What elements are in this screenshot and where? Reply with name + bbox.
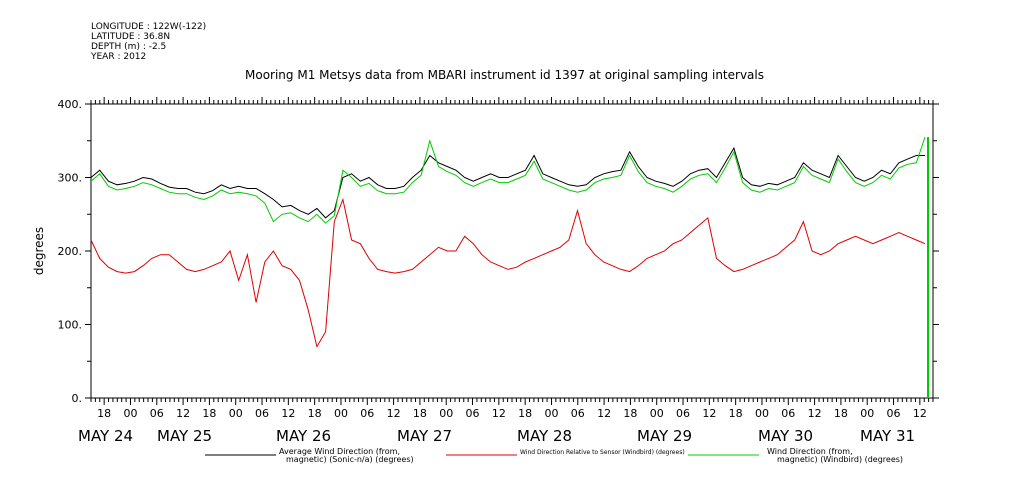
x-tick-label: 12 bbox=[492, 407, 506, 420]
legend-label-3: magnetic) (Windbird) (degrees) bbox=[777, 455, 903, 464]
legend-label-2: Wind Direction Relative to Sensor (Windb… bbox=[520, 449, 685, 456]
x-tick-label: 00 bbox=[755, 407, 769, 420]
metadata-block: LONGITUDE : 122W(-122) LATITUDE : 36.8N … bbox=[91, 22, 206, 62]
depth-label: DEPTH (m) : -2.5 bbox=[91, 42, 167, 52]
chart-title: Mooring M1 Metsys data from MBARI instru… bbox=[245, 68, 764, 82]
x-tick-label: 00 bbox=[650, 407, 664, 420]
x-date-label: MAY 26 bbox=[276, 427, 331, 445]
x-tick-label: 18 bbox=[834, 407, 848, 420]
x-date-label: MAY 30 bbox=[758, 427, 813, 445]
x-tick-label: 18 bbox=[729, 407, 743, 420]
x-tick-label: 06 bbox=[676, 407, 690, 420]
x-tick-label: 06 bbox=[360, 407, 374, 420]
series-line-3 bbox=[90, 136, 926, 224]
x-tick-label: 18 bbox=[623, 407, 637, 420]
x-date-label: MAY 29 bbox=[637, 427, 692, 445]
y-tick-label: 0. bbox=[72, 392, 83, 405]
x-tick-label: 12 bbox=[702, 407, 716, 420]
x-tick-label: 00 bbox=[334, 407, 348, 420]
y-axis-label: degrees bbox=[32, 227, 46, 275]
legend-label-1: magnetic) (Sonic-n/a) (degrees) bbox=[286, 455, 414, 464]
x-tick-label: 06 bbox=[571, 407, 585, 420]
x-tick-label: 12 bbox=[281, 407, 295, 420]
y-tick-label: 300. bbox=[58, 172, 83, 185]
x-tick-label: 00 bbox=[229, 407, 243, 420]
x-date-label: MAY 28 bbox=[517, 427, 572, 445]
y-tick-label: 400. bbox=[58, 98, 83, 111]
x-date-label: MAY 25 bbox=[157, 427, 212, 445]
x-tick-label: 00 bbox=[544, 407, 558, 420]
x-tick-label: 18 bbox=[518, 407, 532, 420]
x-tick-label: 12 bbox=[387, 407, 401, 420]
x-tick-label: 06 bbox=[255, 407, 269, 420]
x-tick-label: 18 bbox=[308, 407, 322, 420]
x-tick-label: 12 bbox=[913, 407, 927, 420]
x-tick-label: 06 bbox=[466, 407, 480, 420]
x-tick-label: 12 bbox=[808, 407, 822, 420]
series-line-2 bbox=[90, 197, 926, 348]
y-tick-label: 100. bbox=[58, 319, 83, 332]
x-tick-label: 06 bbox=[150, 407, 164, 420]
x-tick-label: 18 bbox=[97, 407, 111, 420]
x-tick-label: 00 bbox=[439, 407, 453, 420]
legend-label-1: Average Wind Direction (from, bbox=[279, 447, 400, 456]
series-line-1 bbox=[90, 146, 925, 219]
x-tick-label: 18 bbox=[413, 407, 427, 420]
x-date-label: MAY 24 bbox=[78, 427, 133, 445]
x-tick-label: 00 bbox=[860, 407, 874, 420]
x-date-label: MAY 27 bbox=[397, 427, 452, 445]
x-tick-label: 06 bbox=[887, 407, 901, 420]
x-tick-label: 00 bbox=[123, 407, 137, 420]
longitude-label: LONGITUDE : 122W(-122) bbox=[91, 22, 207, 32]
x-tick-label: 12 bbox=[597, 407, 611, 420]
y-tick-label: 200. bbox=[58, 245, 83, 258]
latitude-label: LATITUDE : 36.8N bbox=[91, 32, 171, 42]
x-date-label: MAY 31 bbox=[860, 427, 915, 445]
plot-frame bbox=[90, 103, 934, 399]
year-label: YEAR : 2012 bbox=[91, 52, 147, 62]
x-tick-label: 12 bbox=[176, 407, 190, 420]
x-tick-label: 18 bbox=[202, 407, 216, 420]
x-tick-label: 06 bbox=[781, 407, 795, 420]
legend-label-3: Wind Direction (from, bbox=[767, 447, 853, 456]
